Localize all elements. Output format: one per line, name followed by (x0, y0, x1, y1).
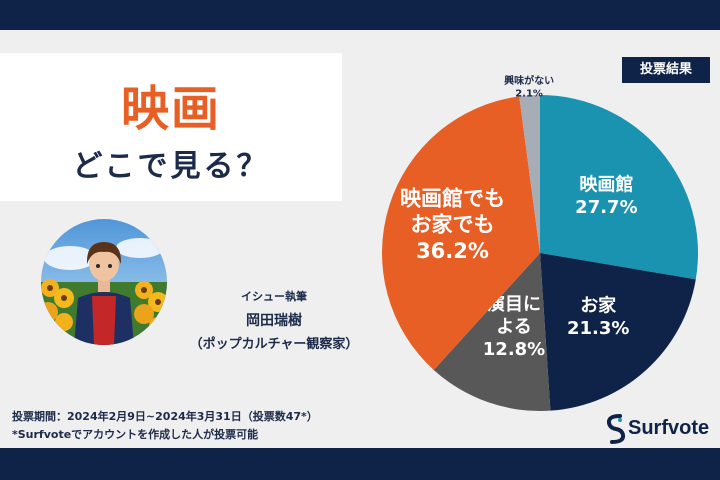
pie-slice-2 (433, 253, 551, 412)
top-banner (0, 0, 720, 30)
author-block: イシュー執筆 岡田瑞樹 （ポップカルチャー観察家） (150, 288, 398, 352)
pie-slice-1 (540, 253, 696, 411)
footnote: 投票期間：2024年2月9日~2024年3月31日（投票数47*） *Surfv… (12, 408, 318, 444)
pie-value-label-3: 36.2% (416, 239, 489, 263)
pie-category-label-3: 映画館でも (400, 186, 505, 210)
voting-note: *Surfvoteでアカウントを作成した人が投票可能 (12, 428, 259, 441)
page-subtitle: どこで見る？ (72, 149, 270, 184)
pie-category-label-0: 映画館 (579, 174, 633, 196)
surfvote-logo-text: Surfvote (628, 417, 710, 439)
results-badge: 投票結果 (622, 57, 710, 83)
pie-value-label-2: 12.8% (483, 339, 545, 360)
pie-slice-0 (540, 95, 699, 280)
title-card: 映画 どこで見る？ (0, 53, 342, 201)
author-name: 岡田瑞樹 (246, 313, 302, 329)
pie-value-label-1: 21.3% (567, 318, 629, 339)
voting-period: 投票期間：2024年2月9日~2024年3月31日（投票数47*） (12, 410, 318, 423)
author-avatar (41, 219, 167, 345)
pie-category-label-1: お家 (580, 294, 617, 316)
pie-category-label-2: 演目に (487, 293, 541, 315)
pie-value-label-0: 27.7% (575, 197, 637, 218)
author-role: イシュー執筆 (241, 290, 307, 303)
pie-slice-3 (381, 96, 540, 370)
pie-category-label-3: お家でも (411, 213, 495, 237)
pie-slice-4 (519, 95, 540, 253)
pie-value-label-4: 2.1% (515, 89, 543, 100)
pie-category-label-2: よる (496, 317, 531, 338)
bottom-banner (0, 448, 720, 480)
surfvote-logo-icon (606, 414, 626, 444)
surfvote-logo: Surfvote (604, 410, 714, 446)
pie-category-label-4: 興味がない (504, 74, 554, 87)
author-title: （ポップカルチャー観察家） (189, 337, 359, 352)
page-title: 映画 (120, 81, 221, 137)
